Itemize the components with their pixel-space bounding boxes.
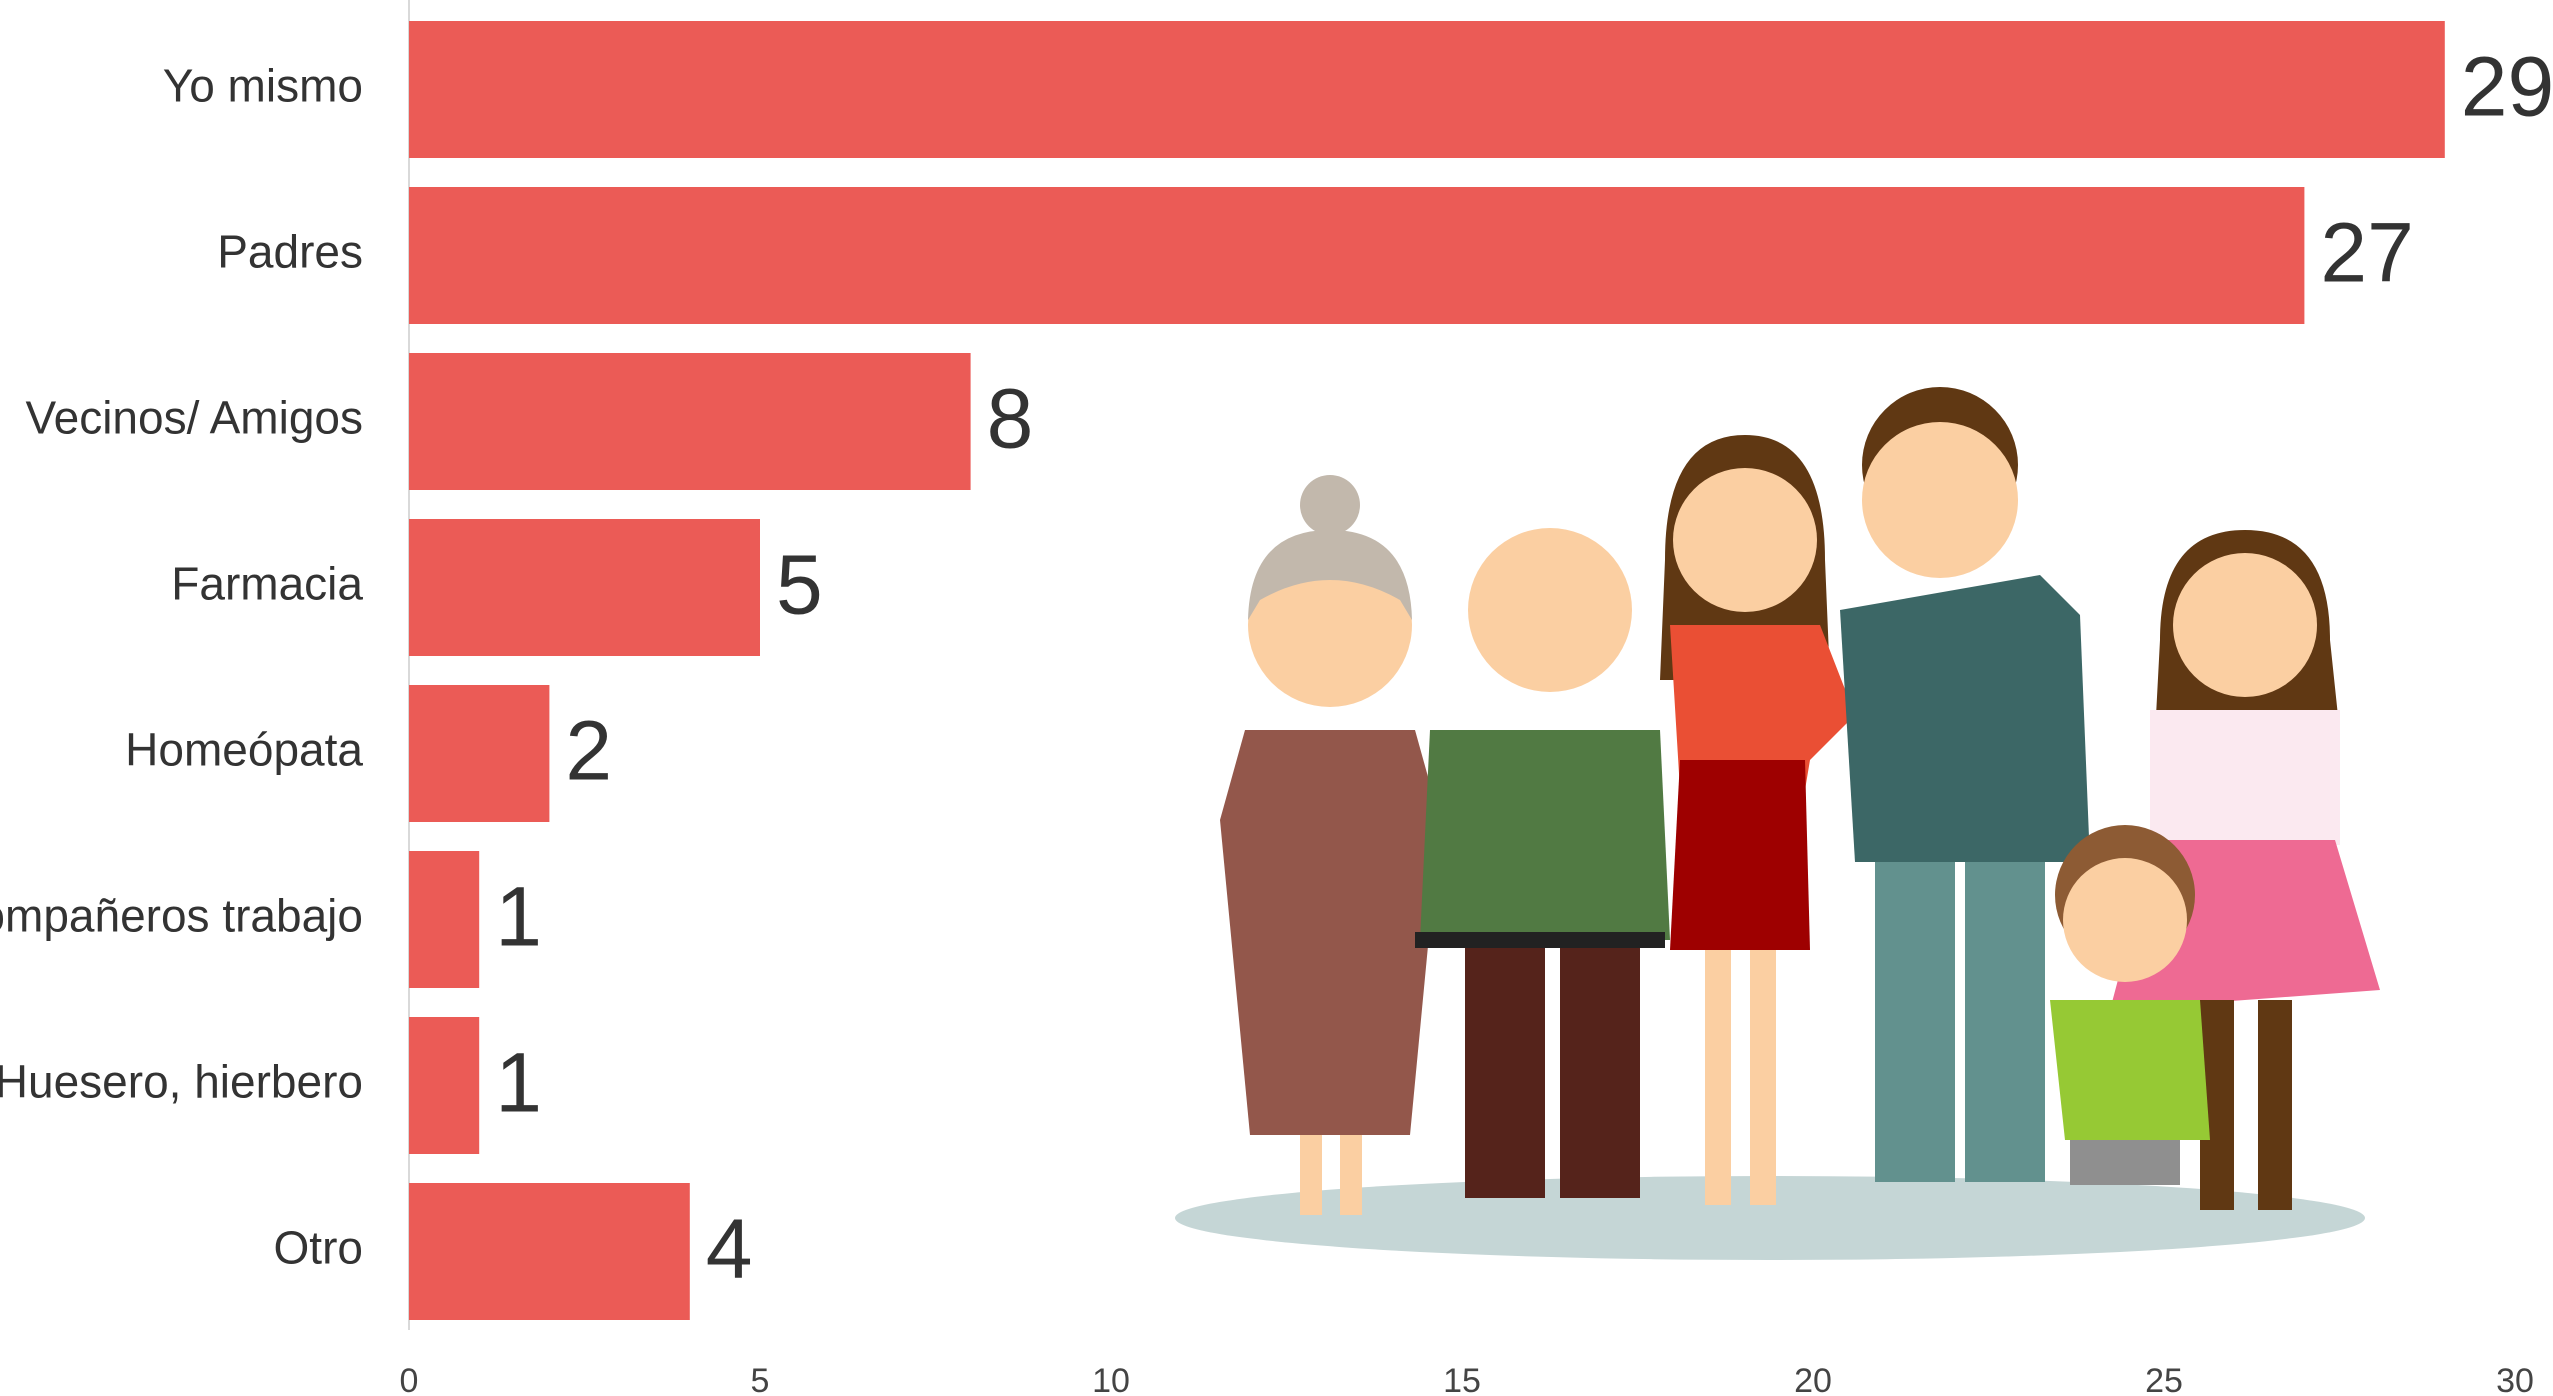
head <box>1468 528 1632 692</box>
skirt <box>1670 760 1810 950</box>
head <box>1673 468 1817 612</box>
bar <box>409 187 2305 324</box>
leg <box>1300 1135 1322 1215</box>
category-label: Homeópata <box>125 724 363 776</box>
bar <box>409 685 550 822</box>
value-label: 27 <box>2320 206 2413 300</box>
category-label: Huesero, hierbero <box>0 1056 363 1108</box>
value-label: 29 <box>2461 40 2553 134</box>
boot <box>2258 1000 2292 1210</box>
trousers <box>1875 862 1955 1182</box>
x-tick-label: 5 <box>751 1362 770 1396</box>
blouse <box>1670 625 1855 790</box>
category-label: Yo mismo <box>163 60 363 112</box>
value-label: 1 <box>495 1036 542 1130</box>
category-label: Farmacia <box>171 558 363 610</box>
x-tick-label: 25 <box>2145 1362 2183 1396</box>
sweater <box>1840 575 2090 862</box>
head <box>2063 858 2187 982</box>
bun <box>1300 475 1360 535</box>
trousers <box>1560 948 1640 1198</box>
x-tick-label: 30 <box>2496 1362 2534 1396</box>
value-label: 2 <box>565 704 612 798</box>
head <box>2173 553 2317 697</box>
value-label: 8 <box>987 372 1034 466</box>
bar <box>409 1017 480 1154</box>
hair <box>1248 530 1412 620</box>
x-tick-label: 15 <box>1443 1362 1481 1396</box>
value-label: 4 <box>706 1202 753 1296</box>
value-label: 1 <box>495 870 542 964</box>
x-tick-label: 20 <box>1794 1362 1832 1396</box>
bar <box>409 21 2445 158</box>
belt <box>1415 932 1665 948</box>
trousers <box>1965 862 2045 1182</box>
leg <box>1340 1135 1362 1215</box>
bar <box>409 1183 690 1320</box>
x-tick-label: 0 <box>400 1362 419 1396</box>
bar <box>409 353 971 490</box>
bar <box>409 851 480 988</box>
bar <box>409 519 760 656</box>
trousers <box>1465 948 1545 1198</box>
shirt <box>2050 1000 2210 1140</box>
shirt <box>2150 710 2340 845</box>
leg <box>1705 950 1731 1205</box>
shorts <box>2070 1140 2180 1185</box>
sweater <box>1420 730 1670 940</box>
category-label: Otro <box>274 1222 363 1274</box>
dress <box>1220 730 1440 1135</box>
leg <box>1750 950 1776 1205</box>
head <box>1862 422 2018 578</box>
x-tick-label: 10 <box>1092 1362 1130 1396</box>
category-label: Padres <box>217 226 363 278</box>
value-label: 5 <box>776 538 823 632</box>
category-label: Compañeros trabajo <box>0 890 363 942</box>
category-label: Vecinos/ Amigos <box>25 392 363 444</box>
family-illustration <box>1175 387 2380 1260</box>
